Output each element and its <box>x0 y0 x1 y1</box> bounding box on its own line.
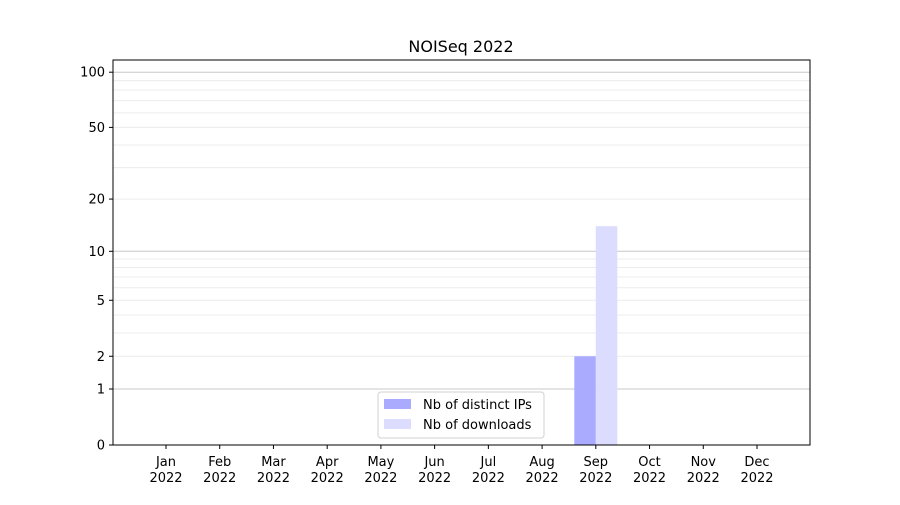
x-tick-label: Dec 2022 <box>740 455 773 486</box>
y-tick-label: 50 <box>88 121 105 136</box>
legend: Nb of distinct IPs Nb of downloads <box>377 391 545 439</box>
y-tick-label: 1 <box>97 383 105 398</box>
legend-box <box>377 391 545 439</box>
x-tick-label: Apr 2022 <box>311 455 344 486</box>
x-tick-label: Nov 2022 <box>687 455 720 486</box>
chart-title: NOISeq 2022 <box>408 37 513 56</box>
y-tick-label: 10 <box>88 245 105 260</box>
x-tick-label: Jul 2022 <box>472 455 505 486</box>
legend-label: Nb of distinct IPs <box>423 398 532 413</box>
x-tick-label: Sep 2022 <box>579 455 612 486</box>
y-tick-label: 100 <box>80 66 105 81</box>
legend-label: Nb of downloads <box>423 418 532 433</box>
legend-swatch <box>384 399 411 409</box>
x-tick-label: Jan 2022 <box>149 455 182 486</box>
bar-downloads <box>595 226 618 445</box>
y-tick-label: 5 <box>97 294 105 309</box>
legend-swatch <box>384 419 411 429</box>
y-tick-label: 0 <box>97 439 105 454</box>
x-tick-label: May 2022 <box>364 455 397 486</box>
y-tick-label: 20 <box>88 193 105 208</box>
plot-frame <box>112 59 811 446</box>
bar-distinct-ips <box>574 356 596 445</box>
x-tick-label: Jun 2022 <box>418 455 451 486</box>
x-tick-label: Mar 2022 <box>257 455 290 486</box>
x-tick-label: Feb 2022 <box>203 455 236 486</box>
x-tick-label: Aug 2022 <box>526 455 559 486</box>
y-tick-label: 2 <box>97 350 105 365</box>
x-tick-label: Oct 2022 <box>633 455 666 486</box>
